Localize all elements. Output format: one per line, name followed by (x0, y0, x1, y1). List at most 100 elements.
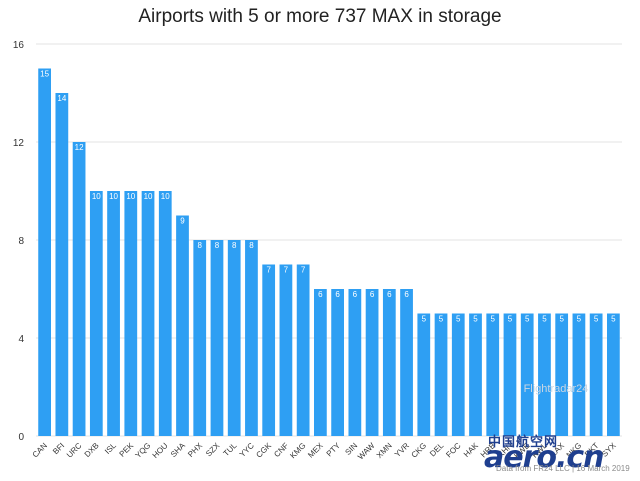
bars-layer: 15 14 12 10 10 10 10 10 9 8 8 8 8 7 7 7 6 6 6 6 6 6 5 5 5 5 5 5 5 5 5 5… (38, 68, 620, 436)
bar-WAW (365, 289, 379, 436)
bar-value-label: 5 (473, 315, 478, 324)
x-tick-label: PTY (325, 441, 343, 459)
bar-value-label: 5 (439, 315, 444, 324)
x-tick-label: PHX (186, 441, 204, 459)
x-tick-label: DXB (83, 441, 101, 459)
bar-value-label: 8 (198, 241, 203, 250)
bar-XMN (382, 289, 396, 436)
logo-english-text: aero.cn (484, 440, 605, 475)
x-tick-label: CGK (254, 441, 273, 460)
bar-SIN (348, 289, 362, 436)
bar-YVR (400, 289, 413, 436)
bar-value-label: 6 (404, 290, 409, 299)
x-tick-label: YYC (238, 441, 256, 459)
bar-value-label: 12 (75, 143, 84, 152)
x-tick-label: XMN (375, 441, 394, 460)
bar-value-label: 6 (335, 290, 340, 299)
x-tick-label: CAN (31, 441, 49, 459)
bar-value-label: 7 (266, 266, 271, 275)
y-tick-label: 4 (18, 334, 24, 345)
bar-CNF (279, 264, 293, 436)
bar-SHA (176, 215, 189, 436)
bar-value-label: 10 (126, 192, 135, 201)
bar-value-label: 5 (577, 315, 582, 324)
bar-TUL (227, 240, 241, 436)
bar-MEX (314, 289, 327, 436)
y-axis: 0 4 8 12 16 (13, 40, 25, 443)
bar-SZX (210, 240, 224, 436)
bar-CAN (38, 68, 51, 436)
bar-value-label: 6 (370, 290, 375, 299)
bar-LAX (555, 313, 569, 436)
bar-value-label: 10 (109, 192, 118, 201)
logo-chinese-text: 中国航空网 (488, 435, 559, 450)
bar-value-label: 5 (422, 315, 427, 324)
grid-layer (36, 43, 622, 437)
bar-DXB (89, 191, 103, 436)
y-tick-label: 12 (13, 138, 25, 149)
bar-value-label: 8 (215, 241, 220, 250)
bar-BFI (55, 93, 69, 436)
x-tick-label: PEK (118, 441, 136, 459)
x-tick-label: HAK (462, 441, 480, 459)
bar-DEL (434, 313, 448, 436)
x-tick-label: YVR (393, 441, 411, 459)
bar-value-label: 6 (318, 290, 323, 299)
bar-HRB (486, 313, 500, 436)
bar-PHX (193, 240, 207, 436)
bar-value-label: 5 (525, 315, 530, 324)
bar-RKT (589, 313, 603, 436)
bar-KWE (520, 313, 534, 436)
x-tick-label: DEL (428, 441, 446, 459)
x-tick-label: CNF (272, 441, 290, 459)
bar-value-label: 5 (508, 315, 513, 324)
bar-value-label: 10 (161, 192, 170, 201)
bar-HOU (158, 191, 172, 436)
bar-FOC (451, 313, 465, 436)
bar-PTY (331, 289, 344, 436)
x-tick-label: FOC (444, 441, 462, 459)
x-tick-label: CKG (410, 441, 429, 460)
source-note: Data from FR24 LLC | 16 March 2019 (496, 464, 630, 473)
bar-CKG (417, 313, 431, 436)
x-tick-label: SHA (169, 441, 187, 459)
bar-NKG (572, 313, 586, 436)
bar-value-label: 5 (559, 315, 564, 324)
bar-YYC (245, 240, 258, 436)
bar-value-label: 10 (92, 192, 101, 201)
bar-KMG (296, 264, 310, 436)
x-tick-label: TUL (222, 441, 239, 458)
y-tick-label: 8 (18, 236, 24, 247)
bar-value-label: 9 (180, 217, 185, 226)
bar-KHN (503, 313, 517, 436)
watermark-text: Flightradar24 (524, 383, 589, 395)
bar-value-label: 7 (284, 266, 289, 275)
bar-value-label: 8 (249, 241, 254, 250)
x-tick-label: ISL (103, 441, 118, 456)
x-tick-label: WAW (356, 441, 377, 462)
bar-value-label: 10 (144, 192, 153, 201)
x-tick-label: MEX (306, 441, 325, 460)
bar-ISL (107, 191, 120, 436)
x-tick-label: YQG (134, 441, 153, 460)
bar-value-label: 5 (456, 315, 461, 324)
bar-value-label: 6 (387, 290, 392, 299)
x-tick-label: BFI (51, 441, 66, 456)
bar-URC (72, 142, 86, 436)
x-tick-label: KMG (288, 441, 307, 460)
bar-YQG (141, 191, 155, 436)
chart-title: Airports with 5 or more 737 MAX in stora… (138, 6, 502, 27)
bar-value-label: 5 (594, 315, 599, 324)
bar-value-label: 15 (40, 70, 49, 79)
bar-KWL (538, 313, 551, 436)
bar-value-label: 14 (57, 94, 66, 103)
bar-PEK (124, 191, 138, 436)
bar-value-label: 7 (301, 266, 306, 275)
bar-value-label: 6 (353, 290, 358, 299)
bar-CGK (262, 264, 276, 436)
y-tick-label: 16 (13, 40, 25, 51)
y-tick-label: 0 (18, 432, 24, 443)
bar-SYX (607, 313, 620, 436)
bar-value-label: 5 (491, 315, 496, 324)
